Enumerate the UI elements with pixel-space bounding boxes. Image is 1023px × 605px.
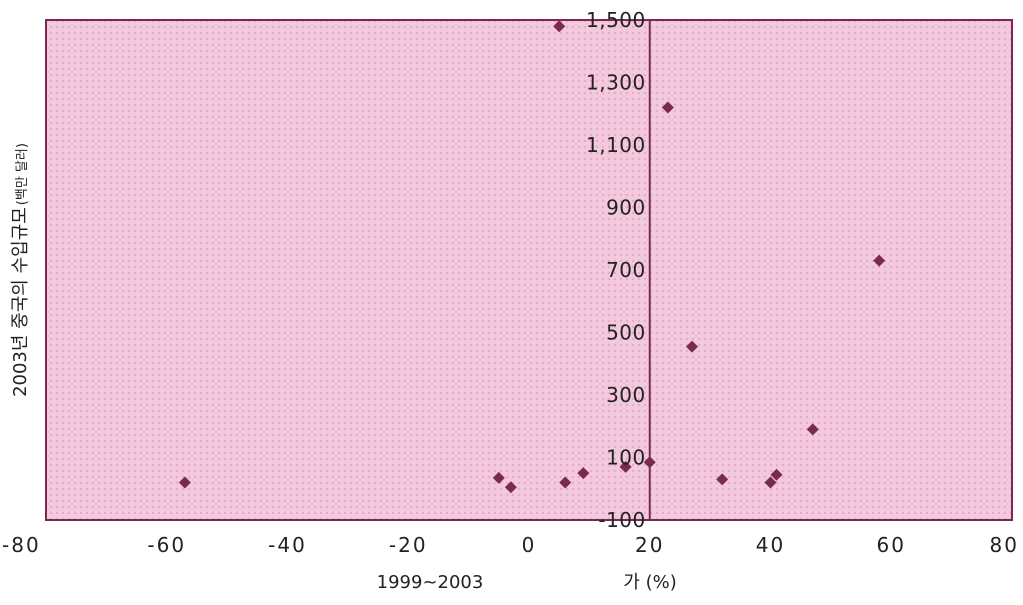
data-point bbox=[553, 20, 566, 33]
y-tick-label: 300 bbox=[606, 383, 646, 407]
x-axis-title-left: 1999~2003 bbox=[377, 572, 484, 593]
y-tick-label: 1,500 bbox=[586, 8, 646, 32]
data-point bbox=[873, 254, 886, 267]
x-axis-title-right: 가 (%) bbox=[623, 572, 676, 593]
data-point bbox=[764, 476, 777, 489]
data-point bbox=[686, 340, 699, 353]
plot-area bbox=[46, 20, 1012, 520]
y-tick-label: 500 bbox=[606, 321, 646, 345]
y-axis-title: 2003년 중국의 수입규모 bbox=[10, 207, 31, 397]
x-tick-label: -20 bbox=[389, 533, 428, 557]
x-tick-label: -40 bbox=[268, 533, 307, 557]
x-tick-label: -80 bbox=[2, 533, 41, 557]
data-point bbox=[770, 468, 783, 481]
data-point bbox=[643, 456, 656, 469]
data-point bbox=[559, 476, 572, 489]
data-point bbox=[178, 476, 191, 489]
x-tick-label: -60 bbox=[147, 533, 186, 557]
svg-text:2003년 중국의 수입규모(백만 달러): 2003년 중국의 수입규모 (백만 달러) bbox=[10, 143, 31, 397]
y-axis-title-group: 2003년 중국의 수입규모 (백만 달러) bbox=[10, 143, 31, 397]
data-point bbox=[661, 101, 674, 114]
data-point bbox=[504, 481, 517, 494]
x-tick-label: 0 bbox=[522, 533, 537, 557]
plot-frame bbox=[45, 19, 1013, 521]
x-tick-label: 40 bbox=[756, 533, 785, 557]
y-axis-ticks: -100 100 300 500 700 900 1,100 1,300 1,500 bbox=[586, 8, 646, 532]
y-tick-label: 1,100 bbox=[586, 133, 646, 157]
y-tick-label: -100 bbox=[598, 508, 645, 532]
y-tick-label: 700 bbox=[606, 258, 646, 282]
data-points bbox=[178, 20, 886, 494]
x-tick-label: 80 bbox=[990, 533, 1019, 557]
y-tick-label: 1,300 bbox=[586, 71, 646, 95]
data-point bbox=[577, 467, 590, 480]
data-point bbox=[716, 473, 729, 486]
y-tick-label: 900 bbox=[606, 196, 646, 220]
data-point bbox=[806, 423, 819, 436]
y-tick-label: 100 bbox=[606, 446, 646, 470]
x-tick-label: 60 bbox=[877, 533, 906, 557]
data-point bbox=[492, 471, 505, 484]
data-point bbox=[619, 460, 632, 473]
y-axis-unit: (백만 달러) bbox=[15, 143, 30, 205]
x-axis-ticks: -80 -60 -40 -20 0 20 40 60 80 bbox=[2, 533, 1019, 557]
x-tick-label: 20 bbox=[635, 533, 664, 557]
